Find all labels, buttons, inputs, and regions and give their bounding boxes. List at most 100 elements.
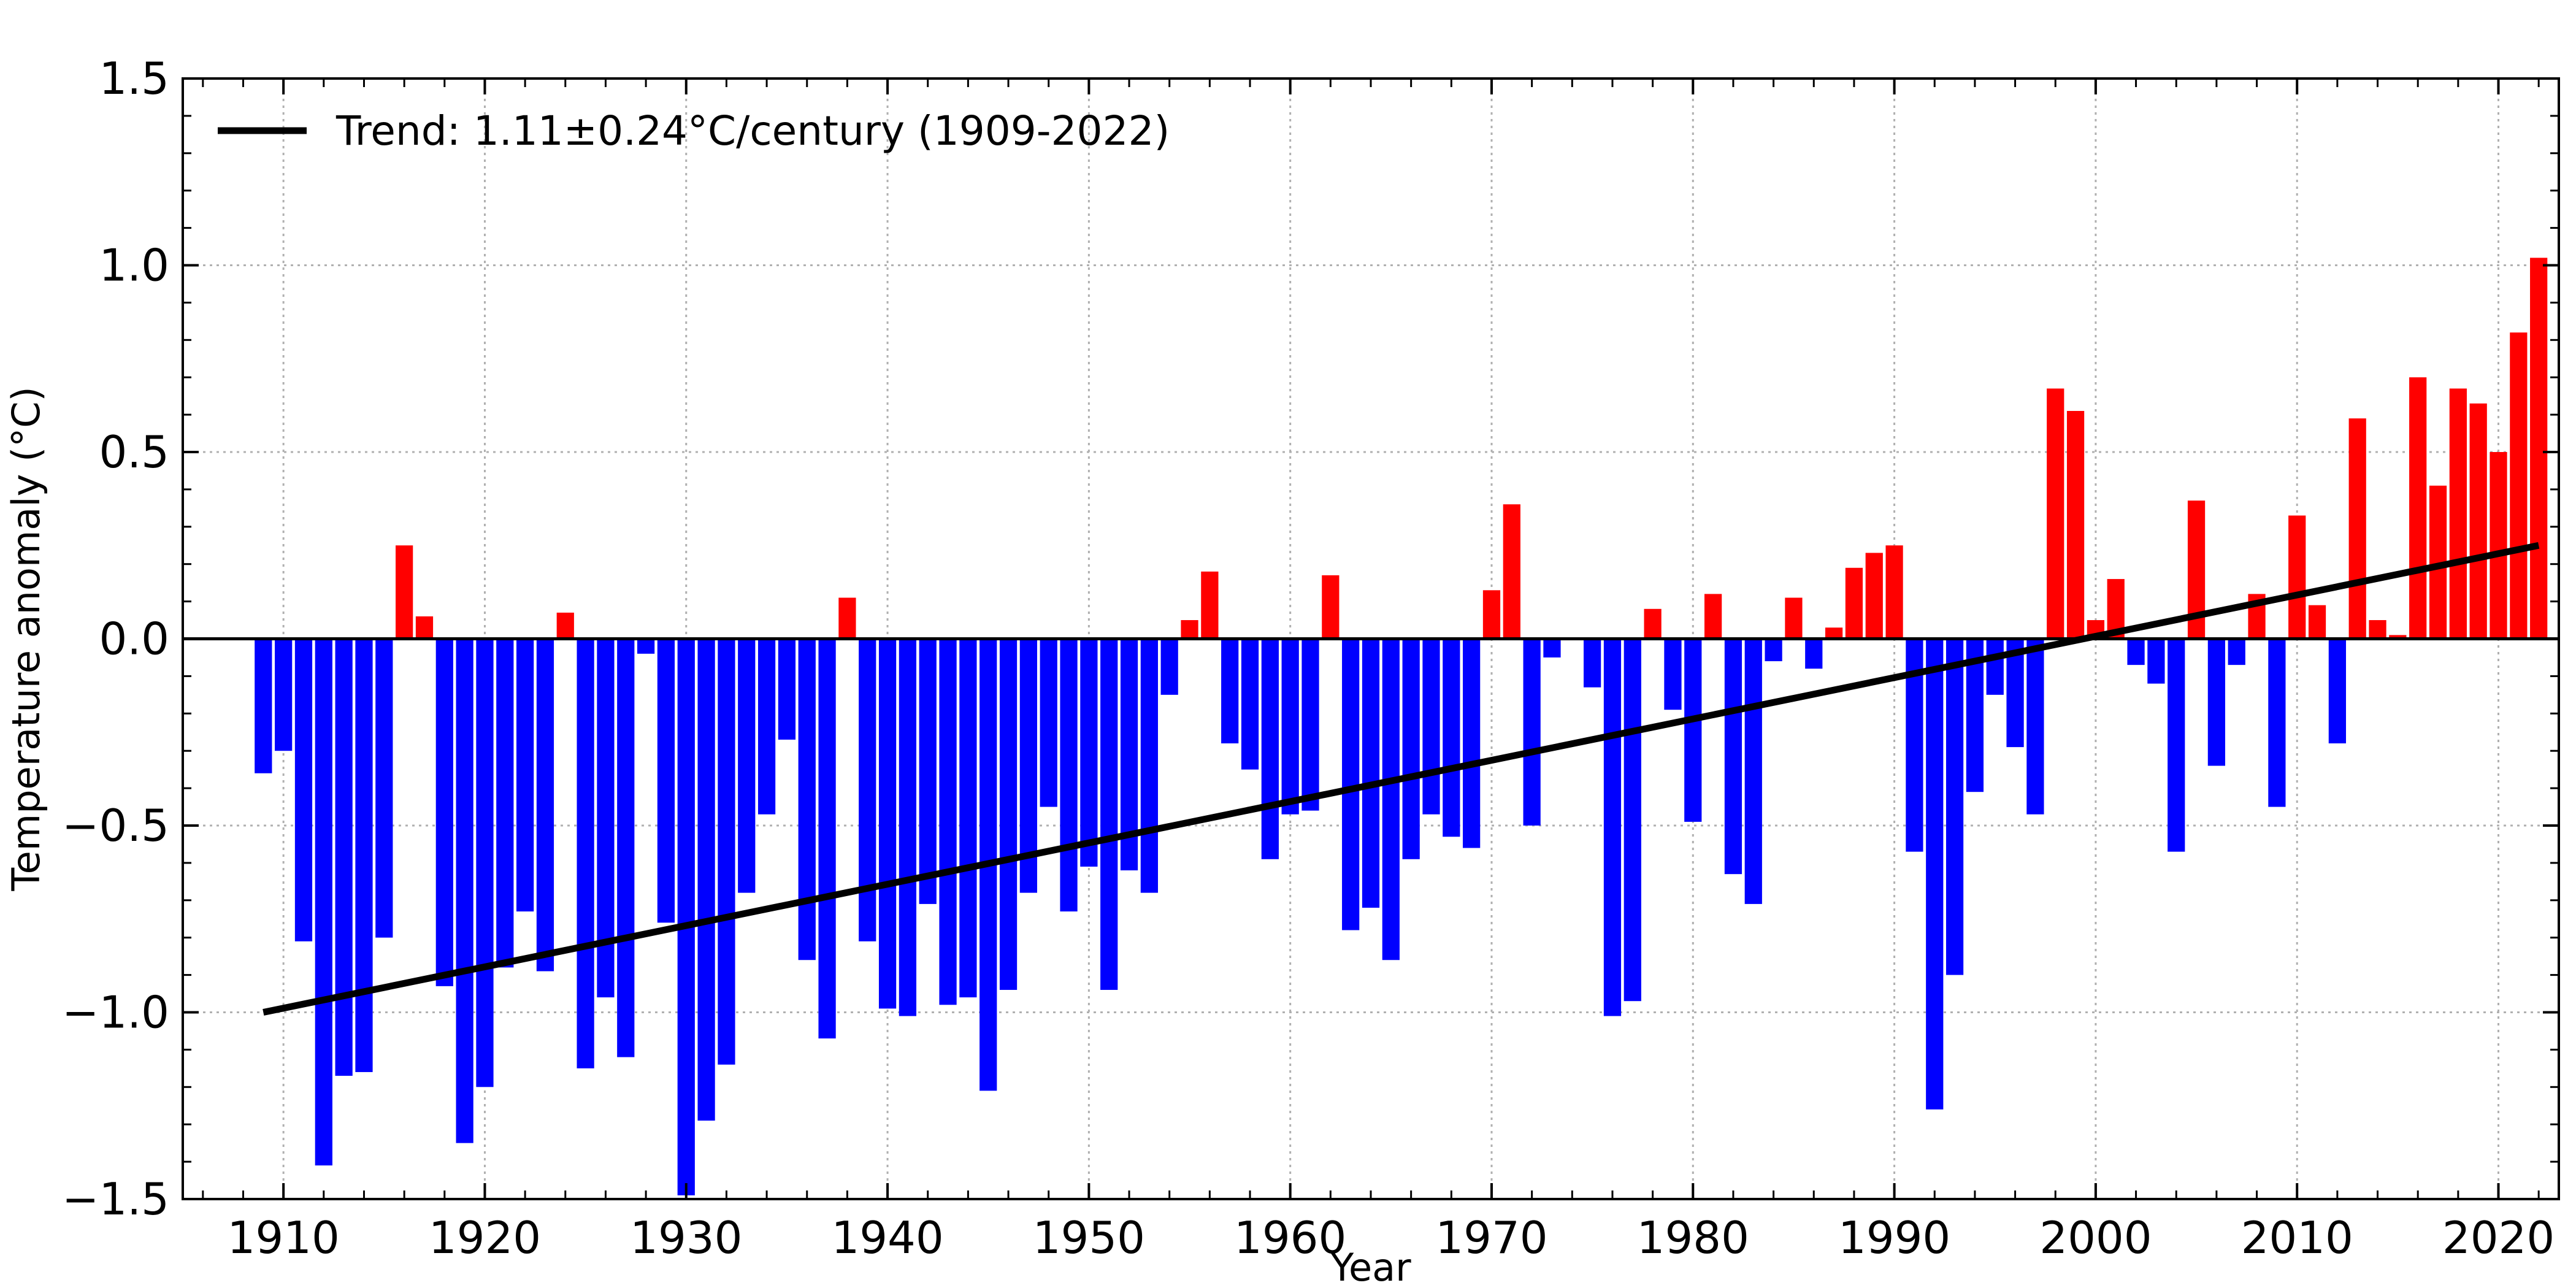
bar-2003 [2147, 638, 2165, 684]
bar-1913 [335, 638, 353, 1076]
bar-1921 [496, 638, 514, 968]
legend-trend-label: Trend: 1.11±0.24°C/century (1909-2022) [335, 107, 1170, 155]
axis-ticks [183, 77, 2559, 1200]
y-tick-label: 1.0 [99, 240, 169, 291]
bar-1978 [1644, 608, 1662, 639]
bar-1977 [1623, 638, 1641, 1002]
bar-1912 [315, 638, 332, 1166]
x-tick-label: 2010 [2241, 1212, 2353, 1263]
bar-2018 [2449, 388, 2467, 639]
bar-1946 [999, 638, 1018, 990]
bar-1993 [1945, 638, 1964, 975]
bar-1969 [1463, 638, 1481, 848]
bar-1920 [476, 638, 494, 1087]
x-tick-label: 2020 [2442, 1212, 2555, 1263]
bar-1972 [1523, 638, 1541, 826]
bar-2014 [2369, 620, 2386, 639]
y-tick-label: −1.5 [62, 1173, 169, 1225]
bar-1932 [718, 638, 735, 1065]
bar-1916 [396, 545, 413, 639]
bar-1942 [919, 638, 937, 904]
bar-1962 [1322, 575, 1340, 639]
bar-1964 [1362, 638, 1380, 908]
bars-group [255, 258, 2548, 1195]
bar-1948 [1040, 638, 1057, 807]
bar-1979 [1664, 638, 1682, 710]
x-tick-label: 1940 [831, 1212, 943, 1263]
bar-1909 [255, 638, 272, 773]
bar-1922 [516, 638, 534, 912]
x-tick-label: 2000 [2039, 1212, 2152, 1263]
bar-1967 [1422, 638, 1440, 815]
bar-1924 [556, 612, 574, 639]
legend: Trend: 1.11±0.24°C/century (1909-2022) [218, 107, 1170, 155]
bar-1936 [798, 638, 816, 960]
y-tick-label: 0.0 [99, 613, 169, 665]
bar-1981 [1704, 594, 1722, 639]
y-axis-title: Temperature anomaly (°C) [4, 386, 48, 891]
bar-1968 [1443, 638, 1460, 837]
bar-1933 [738, 638, 756, 893]
bar-1954 [1160, 638, 1178, 695]
bar-1960 [1281, 638, 1299, 815]
bar-1915 [375, 638, 393, 938]
x-tick-label: 1950 [1033, 1212, 1145, 1263]
trend-line [263, 542, 2540, 1016]
bar-1935 [778, 638, 796, 740]
bar-1999 [2066, 411, 2085, 639]
bar-1923 [536, 638, 554, 972]
x-tick-label: 1990 [1838, 1212, 1950, 1263]
bar-1928 [637, 638, 655, 654]
bar-1955 [1181, 620, 1198, 639]
bar-1947 [1019, 638, 1037, 893]
bar-1927 [617, 638, 635, 1057]
bar-1918 [435, 638, 453, 986]
bar-1940 [878, 638, 897, 1009]
bar-1990 [1885, 545, 1903, 639]
bar-1976 [1603, 638, 1622, 1016]
x-tick-label: 1960 [1234, 1212, 1346, 1263]
bar-1930 [677, 638, 695, 1195]
bar-1951 [1100, 638, 1118, 990]
bar-2021 [2510, 332, 2528, 639]
bar-1929 [657, 638, 675, 923]
bar-2016 [2409, 377, 2427, 639]
y-tick-label: −1.0 [62, 987, 169, 1038]
bar-1970 [1482, 590, 1501, 639]
bar-1959 [1261, 638, 1279, 859]
bar-1973 [1543, 638, 1561, 657]
bar-1938 [838, 597, 856, 639]
bar-1983 [1744, 638, 1762, 904]
bar-1941 [899, 638, 917, 1016]
bar-2004 [2168, 638, 2185, 852]
bar-2022 [2530, 258, 2548, 639]
bar-1925 [577, 638, 594, 1068]
bar-1957 [1221, 638, 1239, 744]
bar-1911 [294, 638, 313, 941]
x-tick-label: 1980 [1637, 1212, 1749, 1263]
bar-1939 [859, 638, 876, 941]
tick-labels: 1910 1920 1930 1940 1950 1960 1970 1980 1990 2000… [62, 53, 2555, 1263]
bar-1987 [1825, 627, 1843, 639]
x-tick-label: 1910 [228, 1212, 340, 1263]
bar-1982 [1724, 638, 1742, 875]
bar-2019 [2469, 403, 2487, 639]
bar-1975 [1584, 638, 1601, 688]
bar-2007 [2228, 638, 2245, 665]
bar-1984 [1765, 638, 1782, 662]
bar-2002 [2127, 638, 2145, 665]
y-tick-label: 0.5 [99, 426, 169, 478]
bar-1953 [1140, 638, 1158, 893]
bar-1917 [415, 616, 434, 639]
bar-2006 [2207, 638, 2225, 766]
bar-1943 [939, 638, 957, 1005]
x-axis-title: Year [1330, 1245, 1411, 1288]
bar-1989 [1865, 553, 1883, 639]
bar-2010 [2288, 515, 2306, 639]
x-tick-label: 1970 [1435, 1212, 1547, 1263]
bar-1937 [818, 638, 836, 1039]
bar-1961 [1301, 638, 1319, 811]
y-tick-label: 1.5 [99, 53, 169, 104]
bar-1919 [456, 638, 473, 1143]
